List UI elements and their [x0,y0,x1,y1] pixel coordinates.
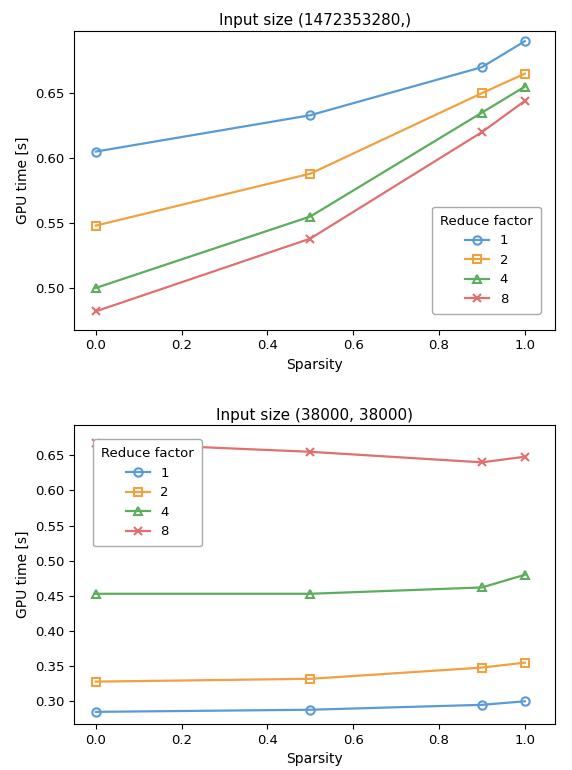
8 [307,447,313,457]
1 [93,147,100,156]
Title: Input size (1472353280,): Input size (1472353280,) [219,13,411,28]
4 [478,108,485,117]
Legend: 1, 2, 4, 8: 1, 2, 4, 8 [432,206,541,314]
2 [307,675,313,684]
4 [93,589,100,598]
1 [478,62,485,72]
1 [307,111,313,120]
Line: 1: 1 [92,697,529,716]
1 [478,700,485,709]
4 [478,583,485,592]
1 [521,697,528,706]
8 [478,457,485,467]
8 [93,306,100,316]
Line: 4: 4 [92,82,529,292]
2 [478,89,485,98]
8 [93,438,100,447]
2 [521,658,528,668]
8 [521,452,528,461]
Line: 4: 4 [92,571,529,598]
X-axis label: Sparsity: Sparsity [286,752,343,766]
Title: Input size (38000, 38000): Input size (38000, 38000) [216,407,413,423]
4 [521,570,528,579]
1 [521,36,528,45]
Line: 8: 8 [92,438,529,467]
8 [521,96,528,105]
2 [521,69,528,79]
2 [478,663,485,672]
Y-axis label: GPU time [s]: GPU time [s] [15,531,30,618]
Line: 2: 2 [92,69,529,229]
4 [307,589,313,598]
4 [307,212,313,221]
Legend: 1, 2, 4, 8: 1, 2, 4, 8 [93,439,201,547]
X-axis label: Sparsity: Sparsity [286,358,343,372]
Line: 1: 1 [92,37,529,156]
8 [307,234,313,243]
2 [93,677,100,686]
Y-axis label: GPU time [s]: GPU time [s] [15,136,30,224]
4 [93,283,100,293]
8 [478,128,485,137]
Line: 2: 2 [92,658,529,686]
Line: 8: 8 [92,97,529,316]
2 [307,169,313,179]
1 [93,707,100,716]
1 [307,705,313,715]
4 [521,82,528,92]
2 [93,221,100,230]
